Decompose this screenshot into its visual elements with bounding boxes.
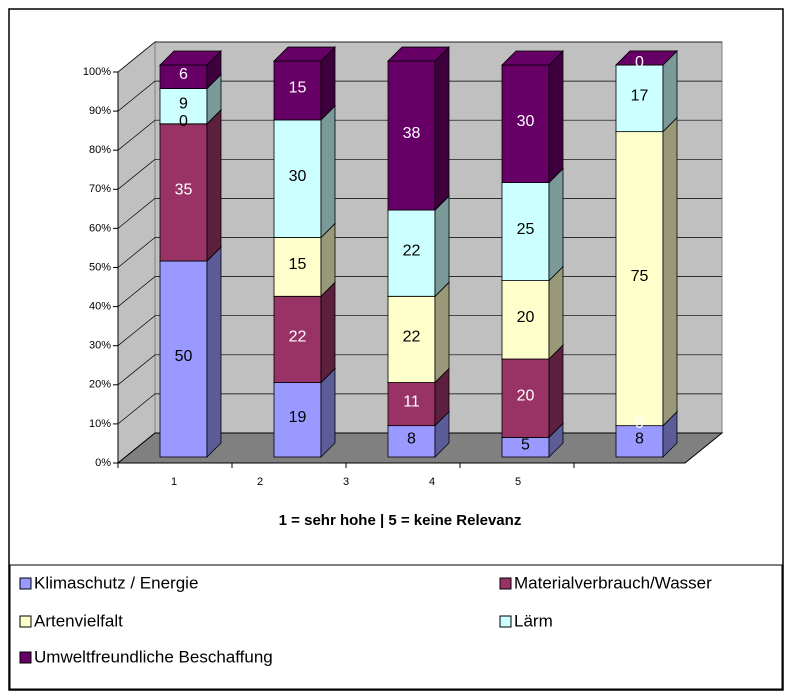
data-label: 15	[289, 256, 307, 273]
bar-side	[206, 246, 222, 458]
data-label: 22	[403, 242, 421, 259]
bar-side	[434, 195, 450, 298]
legend-label: Materialverbrauch/Wasser	[514, 573, 712, 592]
bar-top	[387, 46, 450, 62]
legend-label: Lärm	[514, 611, 553, 630]
bar-segment	[273, 295, 322, 383]
data-label: 22	[289, 329, 307, 346]
legend-swatch	[499, 577, 512, 590]
bar-side	[320, 281, 336, 384]
bar-side	[548, 344, 564, 439]
bar-side	[548, 265, 564, 360]
y-tick-label: 80%	[89, 144, 111, 156]
data-label: 20	[517, 309, 535, 326]
data-label: 35	[175, 182, 193, 199]
data-label: 15	[289, 80, 307, 97]
data-label: 8	[407, 431, 416, 448]
data-label: 0	[635, 54, 644, 71]
bar-segment	[615, 131, 664, 427]
bar-side	[662, 116, 678, 427]
data-label: 30	[289, 168, 307, 185]
x-tick-label: 4	[429, 476, 435, 488]
x-tick-label: 3	[343, 476, 349, 488]
y-tick-label: 20%	[89, 379, 111, 391]
data-label: 38	[403, 125, 421, 142]
legend-label: Klimaschutz / Energie	[34, 573, 198, 592]
bar-segment	[273, 382, 322, 458]
data-label: 0	[635, 415, 644, 432]
x-tick-label: 5	[515, 476, 521, 488]
bar-segment	[615, 64, 664, 133]
legend-box	[9, 564, 783, 690]
bar-segment	[159, 260, 208, 458]
data-label: 30	[517, 113, 535, 130]
bar-side	[548, 50, 564, 184]
legend-label: Umweltfreundliche Beschaffung	[34, 647, 273, 666]
bar-segment	[273, 237, 322, 297]
x-tick-label: 2	[257, 476, 263, 488]
legend-swatch	[499, 615, 512, 628]
bar-segment	[501, 358, 550, 438]
data-label: 50	[175, 348, 193, 365]
data-label: 6	[179, 66, 188, 83]
y-tick-label: 0%	[95, 457, 111, 469]
bar-segment	[159, 123, 208, 262]
y-tick-label: 70%	[89, 183, 111, 195]
bar-top	[501, 50, 564, 66]
bar-segment	[273, 119, 322, 238]
y-tick-label: 50%	[89, 261, 111, 273]
data-label: 8	[635, 431, 644, 448]
grid-line	[117, 41, 722, 73]
bar-side	[320, 104, 336, 239]
bar-side	[434, 46, 450, 212]
bar-side	[434, 281, 450, 384]
bar-top	[273, 46, 336, 62]
data-label: 25	[517, 221, 535, 238]
bar-segment	[501, 182, 550, 282]
bar-segment	[387, 60, 436, 211]
data-label: 22	[403, 329, 421, 346]
bar-side	[206, 108, 222, 262]
data-label: 9	[179, 95, 188, 112]
bar-side	[548, 167, 564, 282]
bar-side	[320, 367, 336, 458]
data-label: 19	[289, 409, 307, 426]
bar-top	[159, 50, 222, 66]
legend-swatch	[19, 651, 32, 664]
x-tick-label: 1	[171, 476, 177, 488]
data-label: 5	[521, 436, 530, 453]
legend-label: Artenvielfalt	[34, 611, 123, 630]
bar-segment	[273, 60, 322, 121]
y-tick-label: 30%	[89, 340, 111, 352]
data-label: 0	[179, 113, 188, 130]
y-tick-label: 100%	[83, 66, 111, 78]
y-tick-label: 40%	[89, 301, 111, 313]
data-label: 20	[517, 387, 535, 404]
y-tick-label: 90%	[89, 105, 111, 117]
legend-swatch	[19, 577, 32, 590]
bar-top	[615, 50, 678, 66]
data-label: 17	[631, 88, 649, 105]
bar-segment	[387, 295, 436, 383]
x-axis-title: 1 = sehr hohe | 5 = keine Relevanz	[279, 512, 522, 529]
y-tick-label: 10%	[89, 418, 111, 430]
legend-swatch	[19, 615, 32, 628]
y-tick-label: 60%	[89, 222, 111, 234]
data-label: 75	[631, 268, 649, 285]
data-label: 11	[403, 393, 420, 410]
